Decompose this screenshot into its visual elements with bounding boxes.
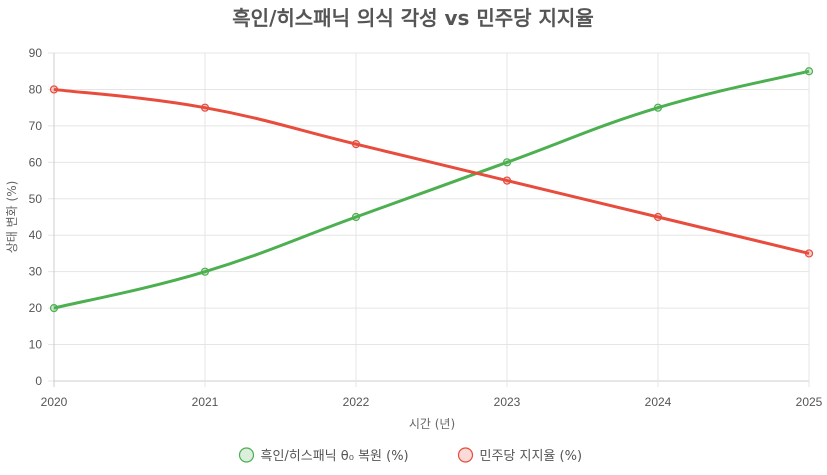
data-point[interactable] xyxy=(49,85,59,94)
y-tick-label: 70 xyxy=(29,119,43,133)
data-point[interactable] xyxy=(200,267,210,276)
series-layer xyxy=(49,67,814,313)
x-tick-label: 2021 xyxy=(192,395,219,409)
chart-title: 흑인/히스패닉 의식 각성 vs 민주당 지지율 xyxy=(232,6,593,30)
data-point[interactable] xyxy=(804,249,814,258)
legend-item[interactable]: 민주당 지지율 (%) xyxy=(457,447,583,464)
y-axis-title: 상태 변화 (%) xyxy=(5,181,19,254)
x-tick-label: 2022 xyxy=(343,395,370,409)
y-tick-label: 40 xyxy=(29,228,43,242)
y-tick-label: 60 xyxy=(29,155,43,169)
x-tick-label: 2023 xyxy=(494,395,521,409)
legend-label: 민주당 지지율 (%) xyxy=(480,449,583,464)
x-tick-label: 2025 xyxy=(796,395,823,409)
data-point[interactable] xyxy=(804,67,814,76)
legend[interactable]: 흑인/히스패닉 θ₀ 복원 (%) 민주당 지지율 (%) xyxy=(238,447,583,464)
x-axis-title: 시간 (년) xyxy=(409,417,455,431)
grid-layer xyxy=(48,52,810,387)
data-point[interactable] xyxy=(200,103,210,112)
y-tick-label: 10 xyxy=(29,338,43,352)
series-1 xyxy=(49,67,814,313)
legend-item[interactable]: 흑인/히스패닉 θ₀ 복원 (%) xyxy=(238,447,409,464)
x-tick-label: 2024 xyxy=(645,395,672,409)
legend-swatch xyxy=(238,447,255,463)
data-point[interactable] xyxy=(351,140,361,149)
data-point[interactable] xyxy=(49,304,59,313)
y-tick-label: 90 xyxy=(29,46,43,60)
data-point[interactable] xyxy=(502,176,512,185)
series-line xyxy=(53,69,810,310)
legend-swatch xyxy=(457,447,474,463)
y-tick-label: 0 xyxy=(35,374,42,388)
series-line xyxy=(53,87,810,255)
legend-label: 흑인/히스패닉 θ₀ 복원 (%) xyxy=(261,449,409,464)
y-tick-label: 20 xyxy=(29,301,43,315)
series-2 xyxy=(49,85,814,258)
axis-layer: 0 10 20 30 40 50 60 70 80 90 2020 2021 2022 2023 2024 2… xyxy=(29,46,823,409)
data-point[interactable] xyxy=(351,212,361,222)
data-point[interactable] xyxy=(653,212,663,222)
y-tick-label: 80 xyxy=(29,82,43,96)
x-tick-label: 2020 xyxy=(41,395,68,409)
y-tick-label: 50 xyxy=(29,192,43,206)
data-point[interactable] xyxy=(502,158,512,167)
data-point[interactable] xyxy=(653,103,663,112)
y-tick-label: 30 xyxy=(29,265,43,279)
